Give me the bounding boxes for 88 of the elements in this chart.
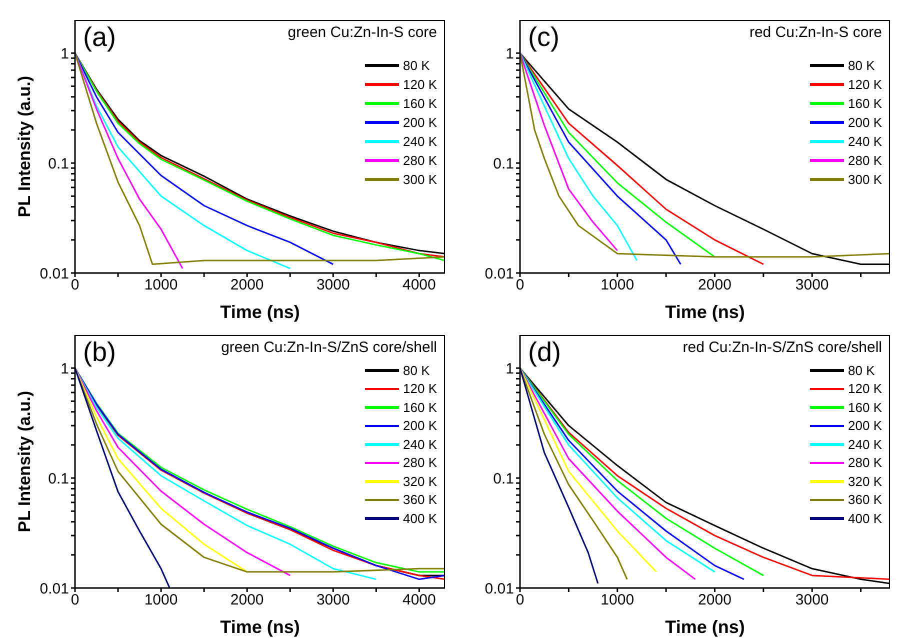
- legend-label: 80 K: [848, 362, 875, 378]
- legend-label: 160 K: [848, 400, 882, 415]
- y-tick-label: 0.1: [48, 470, 69, 488]
- x-tick-label: 4000: [402, 276, 436, 294]
- line-series: [520, 52, 638, 262]
- annotation: (b): [83, 337, 116, 367]
- legend-label: 160 K: [848, 96, 882, 111]
- legend-label: 200 K: [848, 115, 882, 130]
- legend-label: 240 K: [848, 436, 882, 452]
- x-tick-label: 2000: [698, 276, 732, 294]
- legend-label: 280 K: [848, 153, 882, 168]
- legend-label: 360 K: [848, 492, 882, 508]
- x-tick-label: 0: [516, 276, 524, 294]
- legend-label: 240 K: [848, 134, 882, 149]
- x-tick-label: 2000: [698, 592, 732, 609]
- x-tick-label: 2000: [230, 276, 264, 294]
- line-series: [75, 52, 334, 266]
- y-tick-label: 0.01: [40, 580, 69, 598]
- legend-label: 200 K: [403, 115, 437, 130]
- y-tick-label: 0.1: [48, 155, 69, 172]
- x-axis-title: Time (ns): [665, 617, 745, 637]
- line-series: [520, 367, 599, 584]
- line-series: [520, 52, 682, 266]
- x-tick-label: 1000: [144, 592, 178, 609]
- y-tick-label: 1: [506, 45, 514, 62]
- x-tick-label: 1000: [600, 276, 634, 294]
- legend-label: 80 K: [848, 58, 875, 73]
- line-series: [520, 367, 658, 573]
- chart-title: green Cu:Zn-In-S core: [288, 24, 437, 41]
- x-tick-label: 3000: [795, 276, 829, 294]
- annotation: (d): [528, 337, 561, 367]
- x-tick-label: 3000: [316, 276, 350, 294]
- y-axis-title: PL Intensity (a.u.): [15, 390, 34, 532]
- line-series: [520, 52, 716, 258]
- legend-label: 360 K: [403, 492, 437, 508]
- legend-label: 120 K: [848, 77, 882, 92]
- legend-label: 300 K: [403, 172, 437, 187]
- x-tick-label: 3000: [316, 592, 350, 609]
- x-tick-label: 4000: [402, 592, 436, 609]
- legend-label: 80 K: [403, 362, 430, 378]
- legend-label: 400 K: [403, 510, 437, 526]
- y-tick-label: 1: [60, 45, 69, 62]
- legend-label: 160 K: [403, 96, 437, 111]
- chart-title: red Cu:Zn-In-S/ZnS core/shell: [682, 339, 882, 356]
- annotation: (a): [83, 22, 116, 52]
- legend-label: 200 K: [403, 418, 437, 434]
- legend-label: 240 K: [403, 134, 437, 149]
- y-tick-label: 0.1: [493, 470, 514, 488]
- legend-label: 300 K: [848, 172, 882, 187]
- line-series: [75, 367, 248, 573]
- chart-title: green Cu:Zn-In-S/ZnS core/shell: [221, 339, 437, 356]
- legend-label: 280 K: [403, 455, 437, 470]
- legend-label: 400 K: [848, 510, 882, 526]
- x-tick-label: 0: [70, 592, 80, 609]
- line-series: [75, 367, 170, 588]
- x-axis-title: Time (ns): [665, 302, 745, 322]
- x-axis-title: Time (ns): [220, 302, 300, 322]
- x-tick-label: 1000: [144, 276, 178, 294]
- legend-label: 200 K: [848, 418, 882, 434]
- line-series: [75, 52, 291, 270]
- x-axis-title: Time (ns): [220, 617, 300, 637]
- legend-label: 320 K: [403, 474, 437, 489]
- x-tick-label: 3000: [795, 592, 829, 609]
- y-tick-label: 0.01: [40, 265, 69, 282]
- legend-label: 280 K: [848, 455, 882, 470]
- annotation: (c): [528, 22, 560, 52]
- x-tick-label: 0: [516, 592, 524, 609]
- y-tick-label: 0.1: [493, 155, 514, 172]
- legend-label: 240 K: [403, 436, 437, 452]
- chart-title: red Cu:Zn-In-S core: [749, 24, 882, 41]
- legend-label: 160 K: [403, 400, 437, 415]
- legend-label: 120 K: [403, 381, 437, 396]
- legend-label: 320 K: [848, 474, 882, 489]
- legend-label: 120 K: [403, 77, 437, 92]
- line-series: [520, 52, 764, 266]
- x-tick-label: 2000: [230, 592, 264, 609]
- y-axis-title: PL Intensity (a.u.): [15, 76, 34, 218]
- y-tick-label: 0.01: [484, 265, 514, 282]
- x-tick-label: 0: [70, 276, 80, 294]
- y-tick-label: 1: [506, 360, 514, 378]
- legend-label: 80 K: [403, 58, 430, 73]
- legend-label: 120 K: [848, 381, 882, 396]
- line-series: [520, 52, 618, 252]
- y-tick-label: 1: [60, 360, 69, 378]
- line-series: [75, 367, 377, 580]
- y-tick-label: 0.01: [484, 580, 514, 598]
- x-tick-label: 1000: [600, 592, 634, 609]
- legend-label: 280 K: [403, 153, 437, 168]
